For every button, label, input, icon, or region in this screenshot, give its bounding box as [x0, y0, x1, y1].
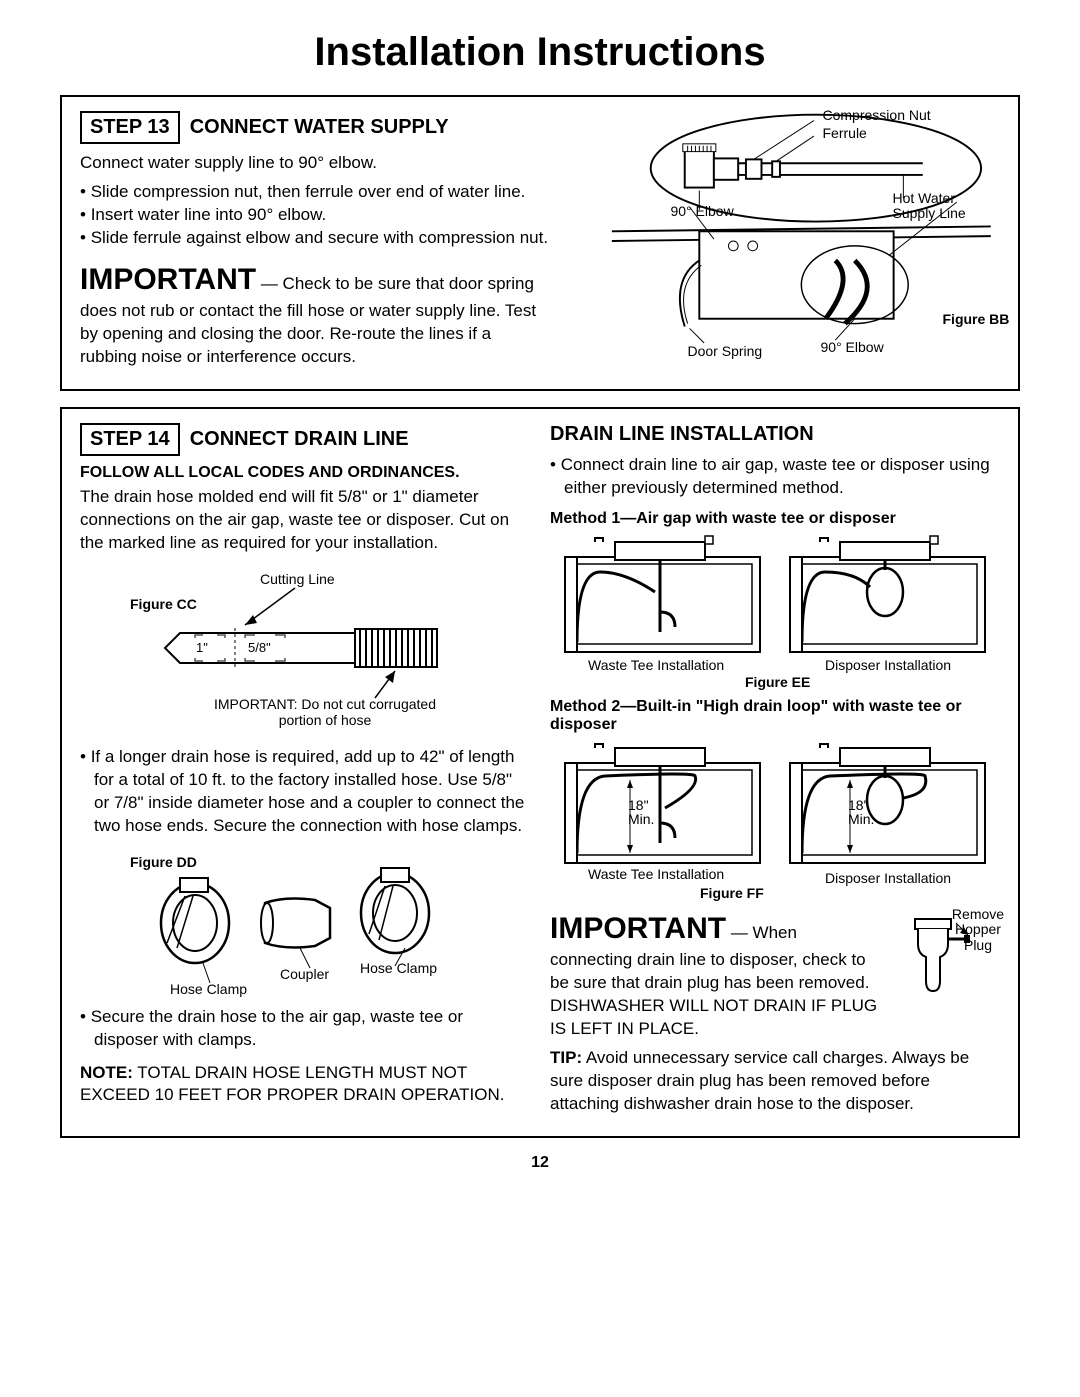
- label-coupler: Coupler: [280, 966, 329, 982]
- label-one-inch: 1": [196, 640, 208, 655]
- method2-title: Method 2—Built-in "High drain loop" with…: [550, 698, 1000, 734]
- figure-cc-label: Figure CC: [130, 596, 197, 612]
- step14-p1: The drain hose molded end will fit 5/8" …: [80, 486, 530, 555]
- label-hose-clamp-r: Hose Clamp: [360, 960, 437, 976]
- step14-note: NOTE: TOTAL DRAIN HOSE LENGTH MUST NOT E…: [80, 1062, 530, 1108]
- step13-important: IMPORTANT — Check to be sure that door s…: [80, 260, 553, 369]
- note-prefix: NOTE:: [80, 1063, 133, 1082]
- label-remove-hopper: Remove Hopper Plug: [948, 907, 1008, 953]
- figure-ee-label: Figure EE: [745, 674, 810, 690]
- step14-follow: FOLLOW ALL LOCAL CODES AND ORDINANCES.: [80, 464, 530, 482]
- note-rest: TOTAL DRAIN HOSE LENGTH MUST NOT EXCEED …: [80, 1063, 504, 1105]
- drain-important: IMPORTANT — When connecting drain line t…: [550, 909, 880, 1041]
- label-disposer-ff: Disposer Installation: [825, 870, 951, 886]
- drain-tip: TIP: Avoid unnecessary service call char…: [550, 1047, 1000, 1116]
- label-90-elbow-top: 90° Elbow: [671, 203, 734, 219]
- figure-dd-label: Figure DD: [130, 854, 197, 870]
- figure-ff-label: Figure FF: [700, 885, 764, 901]
- label-90-elbow-bot: 90° Elbow: [821, 339, 884, 355]
- label-cutting-line: Cutting Line: [260, 571, 335, 587]
- label-waste-tee-ee: Waste Tee Installation: [588, 657, 724, 673]
- step14-frame: STEP 14 CONNECT DRAIN LINE FOLLOW ALL LO…: [60, 407, 1020, 1138]
- label-ferrule: Ferrule: [823, 125, 867, 141]
- label-door-spring: Door Spring: [688, 343, 763, 359]
- step14-title: CONNECT DRAIN LINE: [190, 428, 409, 451]
- label-hose-clamp-l: Hose Clamp: [170, 981, 247, 997]
- step14-bullet2: If a longer drain hose is required, add …: [80, 746, 530, 838]
- step14-bullet3: Secure the drain hose to the air gap, wa…: [80, 1006, 530, 1052]
- label-compression-nut: Compression Nut: [823, 107, 931, 123]
- hopper-diagram: Remove Hopper Plug: [890, 909, 1000, 1047]
- tip-rest: Avoid unnecessary service call charges. …: [550, 1048, 969, 1113]
- step13-bullet: Insert water line into 90° elbow.: [80, 204, 553, 227]
- label-waste-tee-ff: Waste Tee Installation: [588, 866, 724, 882]
- label-18min-l: 18" Min.: [628, 798, 662, 826]
- step13-bullets: Slide compression nut, then ferrule over…: [80, 181, 553, 250]
- label-do-not-cut: IMPORTANT: Do not cut corrugated portion…: [200, 696, 450, 728]
- figure-ff: 18" Min. 18" Min. Waste Tee Installation…: [550, 738, 1000, 903]
- drain-install-bullet1: Connect drain line to air gap, waste tee…: [550, 454, 1000, 500]
- tip-prefix: TIP:: [550, 1048, 582, 1067]
- step13-number: STEP 13: [80, 111, 180, 144]
- step13-bullet: Slide ferrule against elbow and secure w…: [80, 227, 553, 250]
- figure-dd: Figure DD Coupler Hose Clamp Hose Clamp: [80, 848, 530, 998]
- step13-intro: Connect water supply line to 90° elbow.: [80, 152, 553, 175]
- label-hot-water: Hot Water Supply Line: [893, 191, 983, 222]
- important-label: IMPORTANT: [80, 263, 256, 296]
- figure-ee: Waste Tee Installation Disposer Installa…: [550, 532, 1000, 692]
- drain-install-title: DRAIN LINE INSTALLATION: [550, 423, 1000, 446]
- step13-title: CONNECT WATER SUPPLY: [190, 116, 449, 139]
- figure-cc: Figure CC Cutting Line 1" 5/8" IMPORTANT…: [80, 563, 530, 738]
- figure-bb-label: Figure BB: [943, 311, 1010, 327]
- method1-title: Method 1—Air gap with waste tee or dispo…: [550, 510, 1000, 528]
- step14-number: STEP 14: [80, 423, 180, 456]
- label-disposer-ee: Disposer Installation: [825, 657, 951, 673]
- figure-bb: Compression Nut Ferrule 90° Elbow Hot Wa…: [573, 111, 1001, 371]
- step13-bullet: Slide compression nut, then ferrule over…: [80, 181, 553, 204]
- label-five-eighths: 5/8": [248, 640, 271, 655]
- important-label-2: IMPORTANT: [550, 912, 726, 945]
- page-title: Installation Instructions: [60, 30, 1020, 75]
- step13-frame: STEP 13 CONNECT WATER SUPPLY Connect wat…: [60, 95, 1020, 391]
- label-18min-r: 18" Min.: [848, 798, 882, 826]
- page-number: 12: [60, 1154, 1020, 1172]
